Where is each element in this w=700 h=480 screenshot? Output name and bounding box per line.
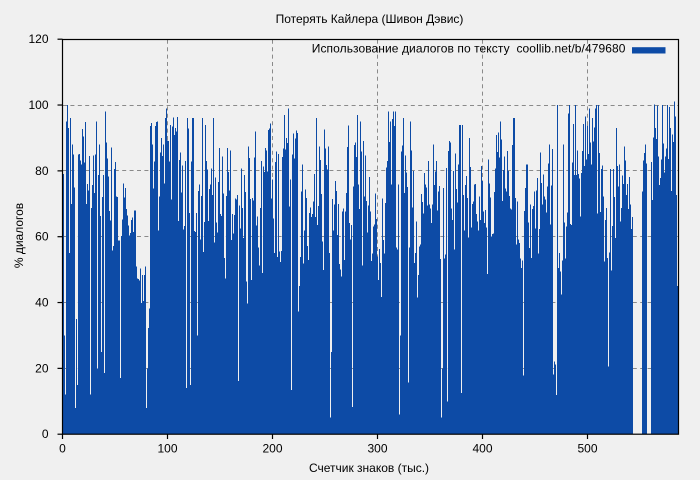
svg-text:200: 200 (262, 442, 282, 456)
svg-text:0: 0 (42, 427, 49, 441)
svg-text:Потерять Кайлера (Шивон Дэвис): Потерять Кайлера (Шивон Дэвис) (276, 12, 464, 26)
svg-text:60: 60 (35, 230, 49, 244)
svg-text:20: 20 (35, 361, 49, 375)
svg-text:400: 400 (472, 442, 492, 456)
svg-text:40: 40 (35, 295, 49, 309)
svg-text:Счетчик знаков (тыс.): Счетчик знаков (тыс.) (309, 461, 429, 475)
svg-text:300: 300 (367, 442, 387, 456)
svg-text:Использование диалогов по текс: Использование диалогов по тексту coollib… (312, 41, 626, 55)
svg-text:% диалогов: % диалогов (12, 203, 26, 268)
svg-text:0: 0 (59, 442, 66, 456)
svg-text:100: 100 (157, 442, 177, 456)
svg-text:120: 120 (28, 32, 48, 46)
svg-text:100: 100 (28, 98, 48, 112)
svg-text:500: 500 (577, 442, 597, 456)
svg-text:80: 80 (35, 164, 49, 178)
